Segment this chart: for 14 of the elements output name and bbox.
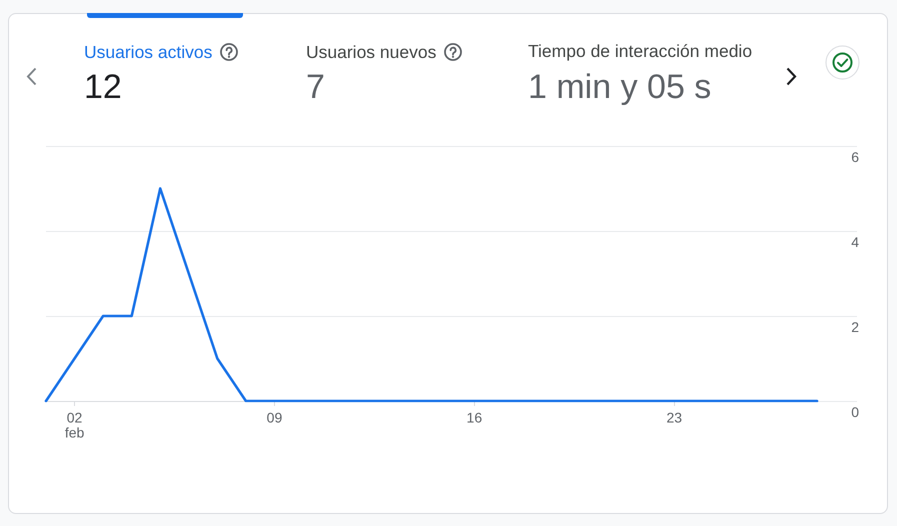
x-tick-label: 23 — [666, 410, 682, 426]
x-tick-label: 16 — [466, 410, 482, 426]
y-tick-label: 6 — [851, 149, 860, 165]
category-label: Usuarios nuevos — [306, 42, 436, 62]
text: 7 — [306, 68, 325, 106]
x-tick-label: 02 feb — [64, 410, 84, 440]
y-tick-label: 0 — [851, 404, 860, 420]
x-tick-label: 09 — [266, 410, 282, 426]
category-label: Usuarios activos — [84, 42, 212, 62]
y-tick-label: 4 — [851, 234, 860, 250]
y-tick-label: 2 — [851, 319, 860, 335]
category-label: Tiempo de interacción medio — [528, 41, 752, 61]
text: 12 — [84, 68, 122, 106]
text: 1 min y 05 s — [528, 68, 712, 106]
